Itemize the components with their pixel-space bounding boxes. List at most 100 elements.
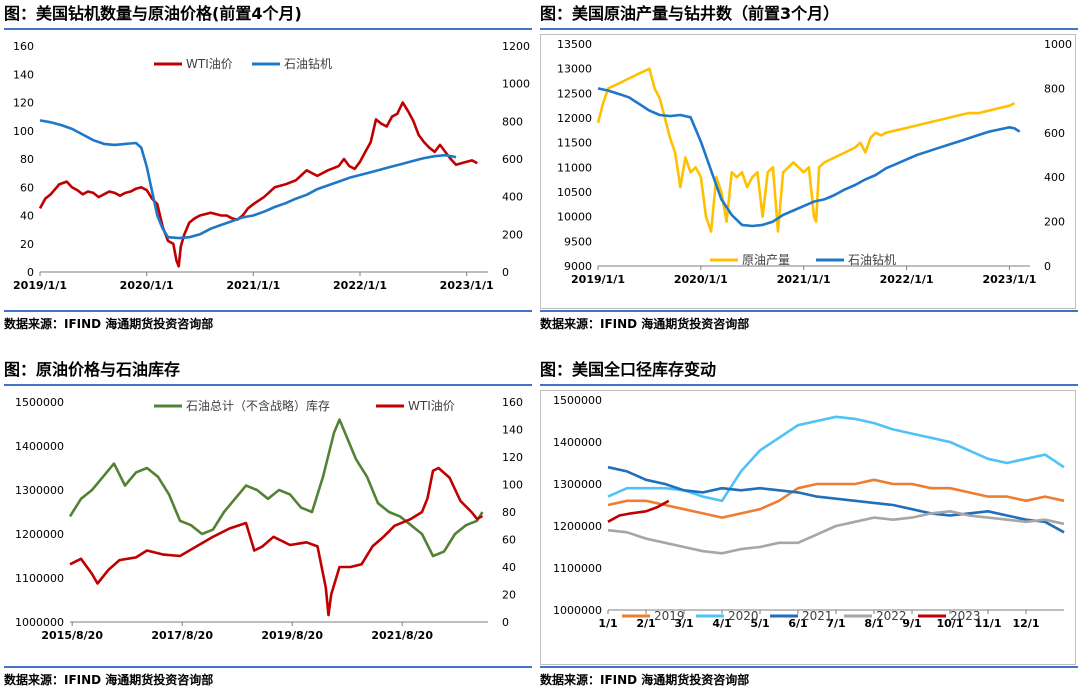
legend-label: 2023	[950, 609, 981, 623]
y-right-tick-label: 800	[502, 115, 523, 128]
y-left-tick-label: 40	[20, 210, 34, 223]
x-tick-label: 3/1	[674, 617, 693, 630]
y-right-tick-label: 400	[1044, 171, 1065, 184]
y-right-tick-label: 400	[502, 191, 523, 204]
y-right-tick-label: 100	[502, 479, 523, 492]
y-left-tick-label: 9500	[564, 235, 592, 248]
chart-1: 0 20 40 60 80 100 120 140 160 0 200 400 600 800 1000 12…	[13, 40, 530, 292]
y-left-tick-label: 100	[13, 125, 34, 138]
series-line-石油钻机	[597, 87, 1021, 228]
x-tick-label: 8/1	[864, 617, 883, 630]
chart-2: 9000950010000105001100011500120001250013…	[540, 34, 1076, 309]
y-right-tick-label: 20	[502, 589, 516, 602]
y-left-tick-label: 1500000	[553, 394, 602, 407]
y-left-tick-label: 160	[13, 40, 34, 53]
legend-label: 石油总计（不含战略）库存	[186, 398, 330, 413]
chart-frame	[540, 34, 1076, 309]
y-right-tick-label: 1000	[502, 78, 530, 91]
divider	[540, 666, 1078, 668]
y-left-tick-label: 60	[20, 181, 34, 194]
y-right-tick-label: 1200	[502, 40, 530, 53]
y-left-tick-label: 12500	[557, 87, 592, 100]
legend-label: 石油钻机	[284, 56, 332, 71]
x-tick-label: 2022/1/1	[880, 273, 934, 286]
y-right-tick-label: 0	[502, 616, 509, 629]
chart-4: 1000000 1100000 1200000 1300000 1400000 15000…	[540, 390, 1076, 665]
legend-label: 2021	[802, 609, 833, 623]
series-line-2023	[607, 499, 670, 523]
divider	[540, 28, 1078, 30]
y-left-tick-label: 10500	[557, 186, 592, 199]
x-tick-label: 2019/8/20	[261, 629, 323, 642]
x-tick-label: 10/1	[937, 617, 964, 630]
y-right-tick-label: 0	[502, 266, 509, 279]
y-right-tick-label: 60	[502, 534, 516, 547]
y-right-tick-label: 0	[1044, 260, 1051, 273]
divider	[4, 384, 532, 386]
y-left-tick-label: 1200000	[15, 528, 64, 541]
panel-oil-price-vs-inventory: 图：原油价格与石油库存 1000000 1100000 1200000 1300000…	[4, 360, 532, 691]
x-tick-label: 2/1	[636, 617, 655, 630]
y-left-tick-label: 13000	[557, 63, 592, 76]
y-right-tick-label: 200	[1044, 216, 1065, 229]
series-line-WTI油价	[38, 101, 478, 268]
data-source: 数据来源：IFIND 海通期货投资咨询部	[540, 673, 750, 687]
legend-label: WTI油价	[408, 399, 455, 413]
y-right-tick-label: 80	[502, 506, 516, 519]
x-tick-label: 2021/1/1	[777, 273, 831, 286]
x-tick-label: 2015/8/20	[41, 629, 103, 642]
x-tick-label: 2020/1/1	[120, 279, 174, 292]
panel-rig-count-vs-oil-price: 图：美国钻机数量与原油价格(前置4个月) 0 20 40 60 80 100 120 140 1…	[4, 4, 532, 336]
legend-label: 2022	[876, 609, 907, 623]
y-left-tick-label: 0	[27, 266, 34, 279]
y-right-tick-label: 600	[502, 153, 523, 166]
x-tick-label: 2017/8/20	[151, 629, 213, 642]
chart-title: 图：美国全口径库存变动	[540, 360, 717, 379]
divider	[540, 384, 1078, 386]
y-left-tick-label: 20	[20, 238, 34, 251]
y-left-tick-label: 1200000	[553, 520, 602, 533]
y-left-tick-label: 120	[13, 97, 34, 110]
x-tick-label: 5/1	[750, 617, 769, 630]
y-left-tick-label: 80	[20, 153, 34, 166]
y-left-tick-label: 10000	[557, 211, 592, 224]
x-tick-label: 6/1	[788, 617, 807, 630]
x-tick-label: 2022/1/1	[333, 279, 387, 292]
y-right-tick-label: 140	[502, 424, 523, 437]
legend-label: 2019	[654, 609, 685, 623]
legend-label: WTI油价	[186, 57, 233, 71]
y-left-tick-label: 9000	[564, 260, 592, 273]
divider	[4, 310, 532, 312]
panel-us-total-inventory-changes: 图：美国全口径库存变动 1000000 1100000 1200000 1300000…	[540, 360, 1078, 691]
chart-3: 1000000 1100000 1200000 1300000 1400000 15000…	[15, 396, 523, 642]
x-tick-label: 7/1	[826, 617, 845, 630]
y-left-tick-label: 1400000	[15, 440, 64, 453]
x-tick-label: 2023/1/1	[982, 273, 1036, 286]
y-right-tick-label: 40	[502, 561, 516, 574]
x-tick-label: 2021/1/1	[226, 279, 280, 292]
x-tick-label: 1/1	[598, 617, 617, 630]
y-right-tick-label: 120	[502, 451, 523, 464]
y-left-tick-label: 1400000	[553, 436, 602, 449]
x-tick-label: 2023/1/1	[440, 279, 494, 292]
data-source: 数据来源：IFIND 海通期货投资咨询部	[4, 673, 214, 687]
divider	[4, 666, 532, 668]
series-line-2022	[607, 510, 1065, 555]
chart-title: 图：原油价格与石油库存	[4, 360, 181, 379]
data-source: 数据来源：IFIND 海通期货投资咨询部	[540, 317, 750, 331]
series-line-WTI油价	[69, 466, 484, 617]
y-left-tick-label: 1100000	[15, 572, 64, 585]
x-tick-label: 9/1	[902, 617, 921, 630]
chart-title: 图：美国钻机数量与原油价格(前置4个月)	[4, 4, 302, 23]
series-line-石油钻机	[39, 119, 457, 240]
y-left-tick-label: 11000	[557, 161, 592, 174]
y-left-tick-label: 12000	[557, 112, 592, 125]
y-right-tick-label: 160	[502, 396, 523, 409]
x-tick-label: 2020/1/1	[674, 273, 728, 286]
x-tick-label: 4/1	[712, 617, 731, 630]
y-left-tick-label: 1500000	[15, 396, 64, 409]
y-left-tick-label: 13500	[557, 38, 592, 51]
y-right-tick-label: 600	[1044, 127, 1065, 140]
panel-crude-production-vs-rigs: 图：美国原油产量与钻井数（前置3个月） 9000 9500 10000 10500 11…	[540, 4, 1078, 336]
y-right-tick-label: 800	[1044, 82, 1065, 95]
